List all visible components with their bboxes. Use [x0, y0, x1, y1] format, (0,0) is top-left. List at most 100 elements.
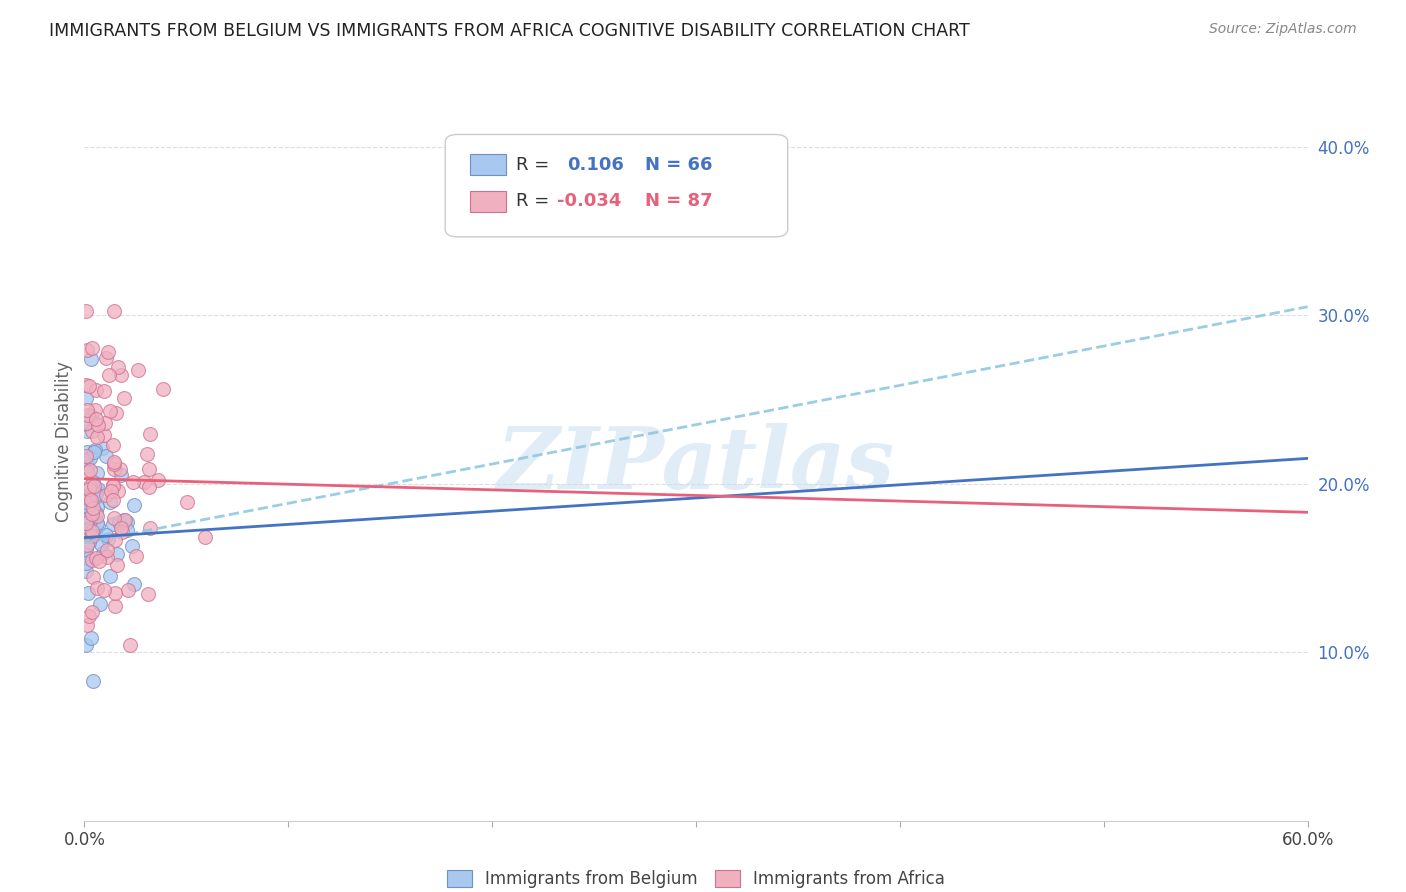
Point	[107, 359, 129, 374]
Point	[103, 455, 125, 469]
Point	[75, 417, 97, 431]
Point	[83, 445, 105, 459]
Point	[77, 534, 100, 549]
Point	[82, 341, 104, 355]
Point	[79, 379, 101, 393]
Point	[79, 492, 101, 507]
Point	[94, 487, 117, 501]
Legend: Immigrants from Belgium, Immigrants from Africa: Immigrants from Belgium, Immigrants from…	[447, 870, 945, 888]
Point	[87, 554, 110, 568]
Point	[101, 493, 124, 508]
Point	[82, 524, 104, 538]
Point	[86, 581, 108, 595]
Point	[94, 416, 117, 430]
Point	[104, 599, 127, 614]
Point	[98, 404, 121, 418]
Point	[108, 462, 131, 476]
Point	[76, 445, 98, 459]
Point	[121, 475, 143, 489]
Point	[114, 513, 136, 527]
Point	[90, 537, 112, 551]
Point	[83, 479, 105, 493]
Point	[107, 516, 129, 530]
Point	[75, 304, 97, 318]
Point	[84, 383, 107, 397]
Point	[76, 451, 98, 466]
Point	[103, 304, 125, 318]
Point	[93, 582, 115, 597]
Point	[79, 491, 101, 505]
Point	[76, 403, 98, 417]
Point	[86, 519, 108, 533]
Point	[93, 428, 115, 442]
FancyBboxPatch shape	[470, 191, 506, 211]
Point	[84, 403, 107, 417]
Point	[76, 618, 98, 632]
FancyBboxPatch shape	[470, 154, 506, 176]
Point	[90, 441, 112, 455]
Point	[86, 430, 108, 444]
Point	[89, 598, 111, 612]
Point	[115, 524, 138, 538]
Point	[103, 511, 125, 525]
Point	[110, 521, 132, 535]
Text: R =: R =	[516, 192, 555, 211]
Point	[75, 417, 97, 431]
Point	[96, 549, 118, 564]
Point	[86, 500, 108, 514]
Point	[75, 490, 97, 504]
Point	[77, 511, 100, 525]
Point	[176, 495, 198, 509]
Point	[75, 494, 97, 508]
Y-axis label: Cognitive Disability: Cognitive Disability	[55, 361, 73, 522]
Point	[82, 553, 104, 567]
Point	[83, 490, 105, 504]
Point	[86, 508, 108, 523]
Point	[76, 586, 98, 600]
Point	[80, 605, 103, 619]
Point	[101, 437, 124, 451]
Point	[79, 463, 101, 477]
Point	[105, 407, 128, 421]
Point	[77, 492, 100, 507]
Point	[138, 426, 160, 441]
Point	[98, 495, 121, 509]
Point	[117, 515, 139, 529]
Point	[84, 506, 107, 520]
Point	[127, 363, 149, 377]
Point	[139, 521, 162, 535]
Point	[80, 409, 103, 424]
Point	[76, 413, 98, 427]
Text: N = 87: N = 87	[644, 192, 713, 211]
Point	[105, 558, 128, 573]
Point	[98, 569, 121, 583]
Point	[76, 424, 98, 438]
Point	[87, 417, 110, 432]
Point	[110, 525, 132, 540]
Point	[79, 609, 101, 624]
Point	[105, 547, 128, 561]
Point	[94, 528, 117, 542]
Point	[97, 345, 120, 359]
Point	[194, 530, 217, 544]
Point	[138, 462, 160, 476]
Point	[104, 533, 127, 548]
Point	[83, 525, 105, 540]
Point	[96, 449, 118, 463]
Point	[77, 550, 100, 565]
Point	[100, 483, 122, 498]
Point	[76, 408, 98, 422]
Point	[152, 382, 174, 396]
Point	[121, 539, 143, 553]
Point	[75, 638, 97, 652]
Text: -0.034: -0.034	[557, 192, 621, 211]
Point	[80, 631, 103, 645]
Point	[76, 500, 98, 514]
Point	[75, 556, 97, 570]
Point	[96, 351, 118, 365]
Point	[87, 482, 110, 496]
Text: IMMIGRANTS FROM BELGIUM VS IMMIGRANTS FROM AFRICA COGNITIVE DISABILITY CORRELATI: IMMIGRANTS FROM BELGIUM VS IMMIGRANTS FR…	[49, 22, 970, 40]
Point	[103, 462, 125, 476]
Text: R =: R =	[516, 156, 555, 174]
Point	[75, 391, 97, 405]
